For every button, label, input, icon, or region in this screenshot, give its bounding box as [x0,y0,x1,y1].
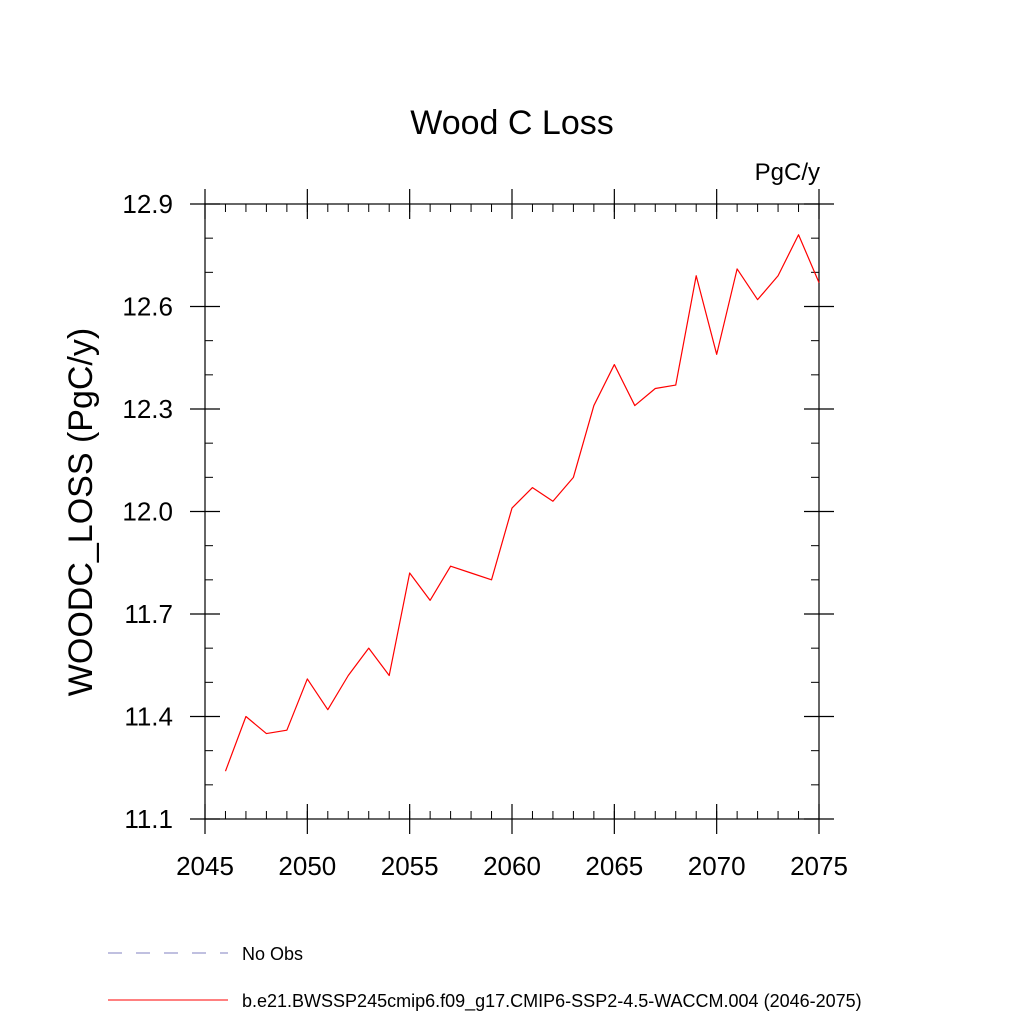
y-tick-label: 12.9 [122,189,173,219]
y-tick-label: 12.0 [122,497,173,527]
x-tick-label: 2060 [483,851,541,881]
chart-title: Wood C Loss [410,104,613,142]
axes: 11.1 11.4 11.7 12.0 12.3 12.6 12.9 2045 2050 2055… [122,189,848,881]
legend: No Obs b.e21.BWSSP245cmip6.f09_g17.CMIP6… [108,944,862,1012]
x-tick-label: 2050 [278,851,336,881]
y-tick-label: 12.6 [122,292,173,322]
x-tick-label: 2070 [688,851,746,881]
x-tick-label: 2065 [585,851,643,881]
y-tick-label: 11.7 [124,599,173,629]
units-label: PgC/y [755,159,820,186]
y-tick-label: 11.1 [124,804,173,834]
x-tick-label: 2075 [790,851,848,881]
x-tick-label: 2055 [381,851,439,881]
y-tick-label: 11.4 [124,702,173,732]
legend-label-no-obs: No Obs [242,944,303,964]
legend-label-model-run: b.e21.BWSSP245cmip6.f09_g17.CMIP6-SSP2-4… [242,991,862,1012]
series-group [224,234,820,772]
y-axis-label: WOODC_LOSS (PgC/y) [62,328,100,696]
y-tick-label: 12.3 [122,394,173,424]
x-tick-label: 2045 [176,851,234,881]
plot-frame [204,203,820,820]
series-line [224,234,820,772]
